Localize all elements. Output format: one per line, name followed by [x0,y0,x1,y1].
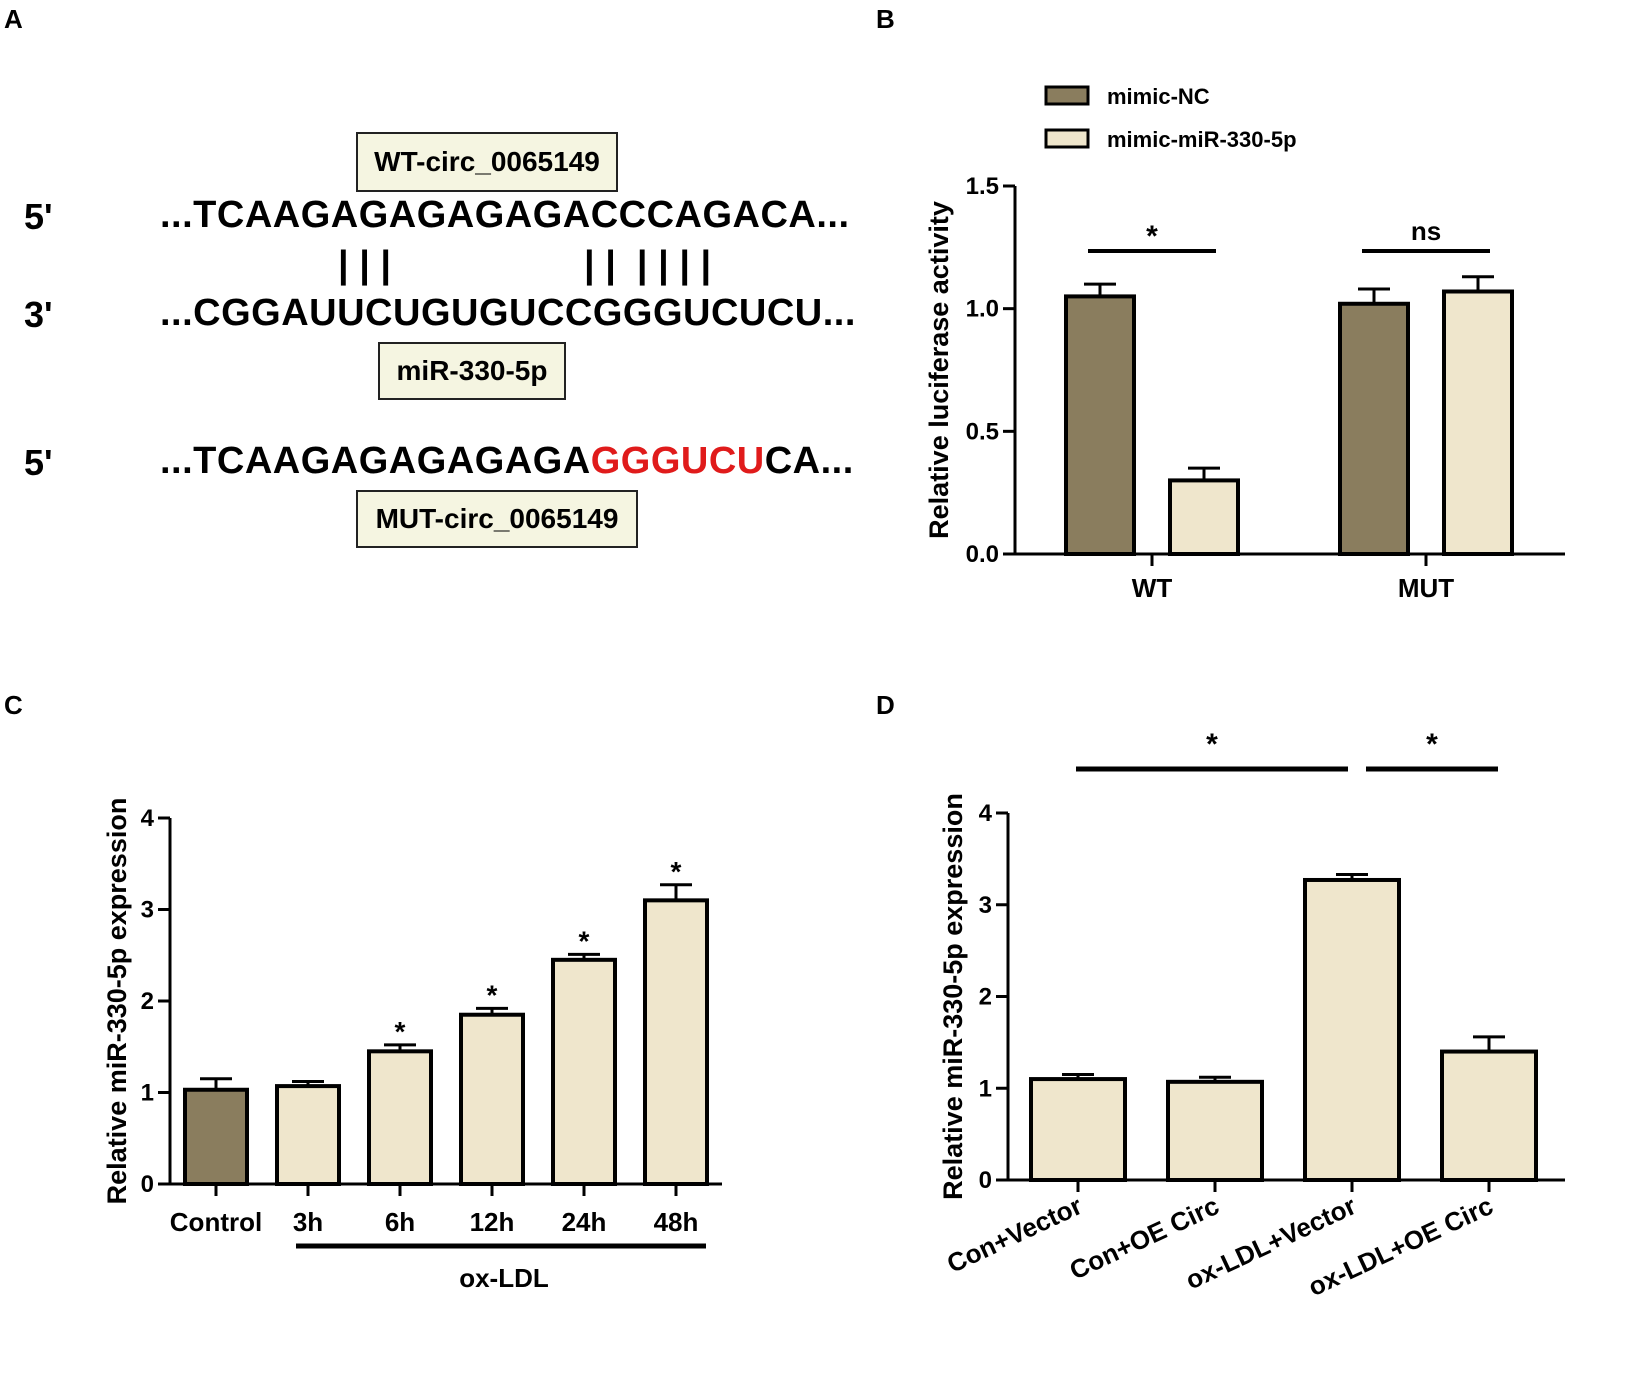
chart-c-y-tick-label: 2 [141,988,154,1015]
chart-c-significance-star: * [579,925,590,956]
chart-c-bar-control-bar [183,1087,249,1187]
mut-seq-prefix: ...TCAAGAGAGAGAGA [160,440,591,482]
chart-d-x-tick-label: Con+Vector [942,1190,1086,1279]
chart-b-y-tick-label: 0.0 [966,541,999,568]
chart-b-y-tick-label: 0.5 [966,418,999,445]
chart-c-group-label: ox-LDL [459,1263,549,1293]
chart-c-x-tick-label: 6h [385,1207,415,1237]
chart-c-bar-3h-bar [275,1084,341,1186]
panel-letter-a: A [4,4,23,34]
chart-c-bar-6h-bar [367,1049,433,1186]
chart-d-y-tick-label: 4 [979,800,993,827]
chart-c-y-tick-label: 1 [141,1080,154,1107]
chart-c-bar-12h-bar [459,1012,525,1186]
chart-b-x-tick-label: WT [1132,573,1173,603]
chart-d-y-axis-label: Relative miR-330-5p expression [938,793,968,1200]
chart-b-y-tick-label: 1.0 [966,296,999,323]
chart-d-bar-2-bar [1303,877,1401,1182]
chart-b-significance-label: * [1146,220,1158,253]
chart-b-y-tick-label: 1.5 [966,173,999,200]
chart-c-significance-star: * [671,856,682,887]
chart-c-x-tick-label: 12h [470,1207,515,1237]
pairing-lines-right: | | | | | | [584,244,712,286]
chart-c-x-tick-label: 48h [654,1207,699,1237]
mut-seq-mutated: GGGUCU [590,440,765,482]
mir-sequence: ...CGGAUUCUGUGUCCGGGUCUCU... [160,292,856,334]
chart-b-wt-mimic-nc-bar [1064,294,1136,556]
wt-sequence: ...TCAAGAGAGAGAGACCCAGACA... [160,194,850,236]
chart-d-significance-label: * [1206,728,1218,761]
chart-d-bar-3-bar [1440,1049,1538,1183]
mut-seq-suffix: CA... [764,440,854,482]
chart-c-bar-24h-bar [551,957,617,1187]
chart-d-y-tick-label: 3 [979,892,992,919]
chart-d-bar-1-bar [1166,1079,1264,1183]
chart-d-y-tick-label: 0 [979,1167,992,1194]
chart-b-mut-mimic-mir-bar [1442,289,1514,556]
mir-label-box: miR-330-5p [378,342,566,400]
row1-prime: 5' [24,196,53,237]
chart-c-x-tick-label: 24h [562,1207,607,1237]
chart-c-y-axis-label: Relative miR-330-5p expression [102,798,132,1205]
chart-c-bar-48h-bar [643,898,709,1186]
chart-b-y-axis-label: Relative luciferase activity [924,201,954,539]
row2-prime: 3' [24,294,53,335]
chart-b-legend-label-mimic-nc: mimic-NC [1107,84,1210,109]
chart-c-y-tick-label: 3 [141,897,154,924]
chart-b-legend-swatch-mimic-mir [1044,128,1090,149]
chart-b-legend-label-mimic-mir: mimic-miR-330-5p [1107,127,1297,152]
chart-b-legend-swatch-mimic-nc [1044,85,1090,106]
chart-c-x-tick-label: 3h [293,1207,323,1237]
panel-letter-b: B [876,4,895,34]
chart-d-y-tick-label: 1 [979,1075,992,1102]
chart-c-significance-star: * [395,1016,406,1047]
row3-prime: 5' [24,442,53,483]
mut-label-box: MUT-circ_0065149 [356,490,638,548]
chart-b-x-tick-label: MUT [1398,573,1454,603]
chart-c-significance-star: * [487,979,498,1010]
wt-label-box: WT-circ_0065149 [356,132,618,192]
chart-d-significance-label: * [1426,728,1438,761]
chart-b-mut-mimic-nc-bar [1338,301,1410,557]
chart-b-significance-label: ns [1411,216,1441,246]
chart-c-y-tick-label: 0 [141,1171,154,1198]
panel-letter-c: C [4,690,23,720]
panel-letter-d: D [876,690,895,720]
pairing-lines-left: | | | [338,244,392,286]
chart-d-y-tick-label: 2 [979,984,992,1011]
chart-b-wt-mimic-mir-bar [1168,478,1240,556]
chart-d-bar-0-bar [1029,1077,1127,1182]
chart-c-x-tick-label: Control [170,1207,262,1237]
chart-c-y-tick-label: 4 [141,805,155,832]
mut-sequence: ...TCAAGAGAGAGAGAGGGUCUCA... [160,440,854,483]
